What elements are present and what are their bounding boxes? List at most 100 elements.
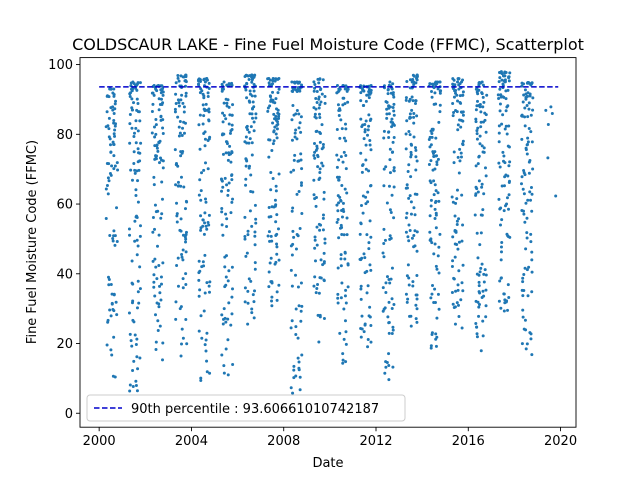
data-point <box>203 211 207 215</box>
data-point <box>157 305 161 309</box>
data-point <box>244 135 248 139</box>
data-point <box>198 113 202 117</box>
data-point <box>231 197 235 201</box>
data-point <box>409 150 413 154</box>
data-point <box>160 197 164 201</box>
data-point <box>484 304 488 308</box>
data-point <box>139 141 143 145</box>
data-point <box>151 102 155 106</box>
data-point <box>339 118 343 122</box>
data-point <box>454 289 458 293</box>
data-point <box>345 233 349 237</box>
data-point <box>388 208 392 212</box>
data-point <box>337 158 341 162</box>
data-point <box>289 244 293 248</box>
data-point <box>313 156 317 160</box>
data-point <box>289 170 293 174</box>
data-point <box>451 302 455 306</box>
data-point <box>388 80 392 84</box>
data-point <box>130 344 134 348</box>
data-point <box>409 175 413 179</box>
data-point <box>253 230 257 234</box>
data-point <box>459 298 463 302</box>
data-point <box>480 185 484 189</box>
data-point <box>428 135 432 139</box>
data-point <box>360 170 364 174</box>
data-point <box>274 118 278 122</box>
data-point <box>223 265 227 269</box>
data-point <box>314 107 318 111</box>
data-point <box>294 374 298 378</box>
data-point <box>230 295 234 299</box>
data-point <box>250 307 254 311</box>
data-point <box>274 184 278 188</box>
data-point <box>369 324 373 328</box>
data-point <box>525 342 529 346</box>
data-point <box>292 368 296 372</box>
data-point <box>298 375 302 379</box>
data-point <box>415 249 419 253</box>
data-point <box>254 217 258 221</box>
data-point <box>438 110 442 114</box>
data-point <box>414 168 418 172</box>
data-point <box>460 193 464 197</box>
data-point <box>224 97 228 101</box>
data-point <box>153 144 157 148</box>
data-point <box>337 201 341 205</box>
data-point <box>174 92 178 96</box>
data-point <box>456 155 460 159</box>
data-point <box>231 103 235 107</box>
data-point <box>158 102 162 106</box>
data-point <box>157 97 161 101</box>
data-point <box>452 95 456 99</box>
data-point <box>435 316 439 320</box>
data-point <box>414 155 418 159</box>
data-point <box>299 115 303 119</box>
data-point <box>249 173 253 177</box>
data-point <box>220 210 224 214</box>
data-point <box>179 98 183 102</box>
data-point <box>299 281 303 285</box>
data-point <box>521 280 525 284</box>
data-point <box>115 206 119 210</box>
data-point <box>461 90 465 94</box>
data-point <box>138 287 142 291</box>
data-point <box>200 171 204 175</box>
data-point <box>203 137 207 141</box>
data-point <box>317 291 321 295</box>
data-point <box>503 80 507 84</box>
data-point <box>275 232 279 236</box>
data-point <box>500 78 504 82</box>
data-point <box>482 192 486 196</box>
data-point <box>360 314 364 318</box>
data-point <box>201 92 205 96</box>
data-point <box>229 211 233 215</box>
data-point <box>113 375 117 379</box>
data-point <box>106 320 110 324</box>
data-point <box>382 184 386 188</box>
data-point <box>155 154 158 158</box>
data-point <box>152 175 156 179</box>
data-point <box>321 216 325 220</box>
data-point <box>456 303 460 307</box>
data-point <box>127 227 131 231</box>
data-point <box>390 297 394 301</box>
data-point <box>113 124 117 128</box>
data-point <box>549 105 553 109</box>
data-point <box>114 99 118 103</box>
data-point <box>318 130 322 134</box>
data-point <box>113 134 117 138</box>
data-point <box>481 334 485 338</box>
data-point <box>382 242 386 246</box>
data-point <box>220 207 224 211</box>
data-point <box>387 135 391 139</box>
data-point <box>499 206 503 210</box>
data-point <box>245 81 249 85</box>
data-point <box>158 161 162 165</box>
data-point <box>158 324 162 328</box>
data-point <box>434 332 438 336</box>
data-point <box>226 338 230 342</box>
data-point <box>182 131 186 135</box>
data-point <box>267 83 271 87</box>
data-point <box>268 104 272 108</box>
